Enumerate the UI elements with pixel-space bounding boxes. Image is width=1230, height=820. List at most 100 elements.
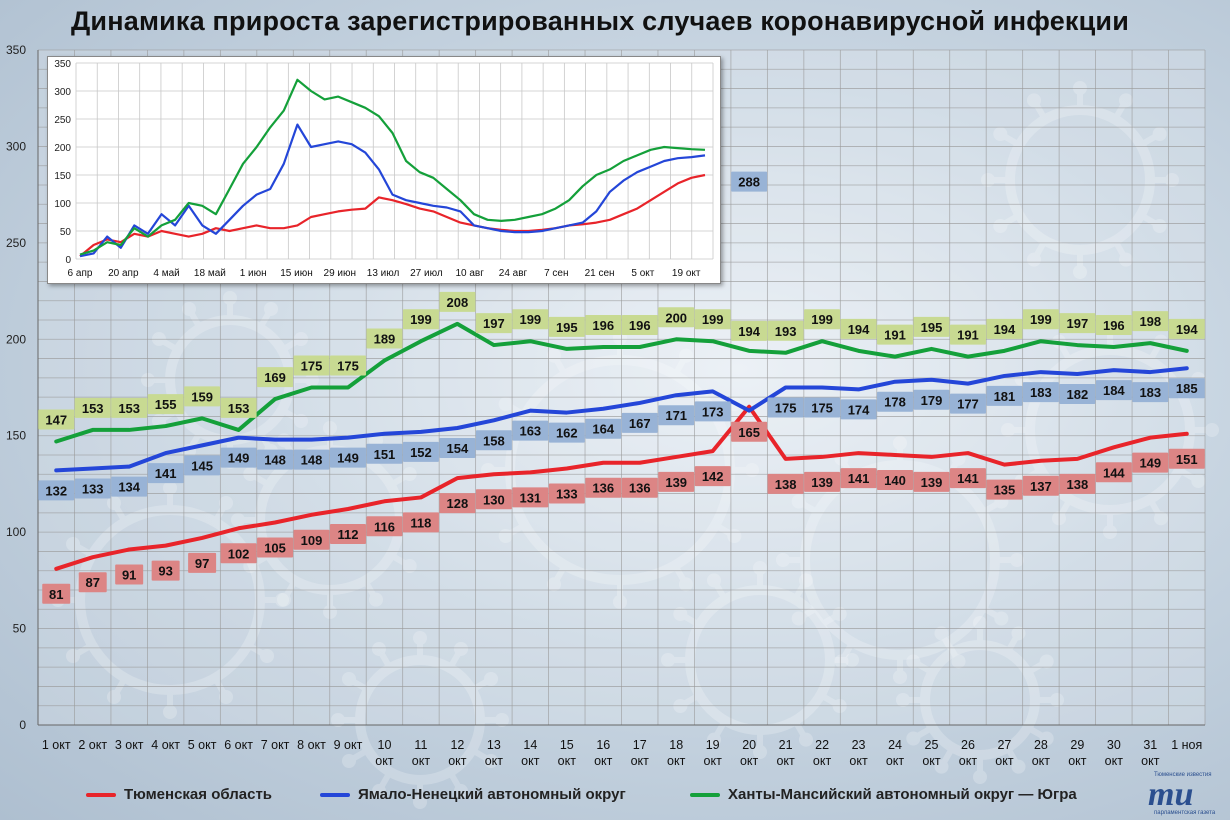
data-label-text: 182 bbox=[1067, 387, 1089, 402]
data-label-text: 194 bbox=[1176, 322, 1198, 337]
virus-spike-tip bbox=[369, 592, 383, 607]
data-label-bg bbox=[585, 477, 622, 498]
virus-spike-tip bbox=[1205, 423, 1219, 437]
data-label: 91 bbox=[115, 564, 144, 585]
virus-spike bbox=[980, 498, 1003, 516]
virus-spike-tip bbox=[707, 573, 721, 588]
data-label: 149 bbox=[220, 447, 257, 468]
virus-spike bbox=[389, 471, 412, 488]
virus-spike-tip bbox=[934, 626, 949, 641]
data-label-bg bbox=[767, 397, 804, 418]
data-label: 208 bbox=[439, 291, 476, 312]
virus-spike-tip bbox=[182, 301, 196, 316]
data-label-bg bbox=[658, 405, 695, 426]
data-label-text: 153 bbox=[228, 401, 250, 416]
inset-x-tick-label: 4 май bbox=[153, 268, 179, 279]
data-label-text: 141 bbox=[155, 466, 177, 481]
virus-spike bbox=[672, 563, 689, 586]
virus-spike-tip bbox=[264, 301, 278, 316]
virus-spike bbox=[376, 647, 393, 670]
data-label-text: 149 bbox=[1139, 456, 1161, 471]
data-label: 199 bbox=[1022, 309, 1059, 330]
virus-spike bbox=[678, 611, 701, 628]
data-label: 138 bbox=[1059, 473, 1096, 494]
virus-decoration bbox=[896, 616, 1064, 784]
data-label: 139 bbox=[913, 471, 950, 492]
virus-spike-tip bbox=[1011, 759, 1026, 774]
x-tick-label: окт bbox=[1105, 754, 1124, 768]
virus-spike bbox=[1026, 724, 1049, 742]
data-label-text: 178 bbox=[884, 395, 906, 410]
data-label-text: 196 bbox=[629, 318, 651, 333]
data-label-text: 137 bbox=[1030, 479, 1052, 494]
data-label: 118 bbox=[402, 512, 439, 533]
virus-spike-tip bbox=[834, 654, 849, 669]
virus-spike bbox=[1004, 746, 1022, 769]
data-label: 93 bbox=[151, 560, 180, 581]
virus-spike-tip bbox=[141, 373, 155, 387]
data-label-bg bbox=[1059, 384, 1096, 404]
virus-spike-tip bbox=[845, 653, 859, 667]
virus-spike bbox=[911, 724, 934, 742]
data-label-bg bbox=[840, 318, 877, 339]
x-tick-label: 9 окт bbox=[334, 738, 363, 752]
data-label: 178 bbox=[877, 391, 914, 412]
virus-spike-tip bbox=[277, 592, 291, 607]
x-tick-label: окт bbox=[704, 754, 723, 768]
data-label: 199 bbox=[402, 309, 439, 330]
data-label-bg bbox=[1059, 313, 1096, 334]
data-label-bg bbox=[293, 529, 330, 550]
x-tick-label: окт bbox=[667, 754, 686, 768]
data-label-bg bbox=[949, 468, 986, 489]
virus-spike-tip bbox=[107, 689, 121, 704]
data-label-text: 191 bbox=[884, 328, 906, 343]
x-tick-label: 2 окт bbox=[78, 738, 107, 752]
data-label-bg bbox=[1132, 311, 1169, 332]
data-label-text: 145 bbox=[191, 458, 213, 473]
virus-spike-tip bbox=[484, 754, 499, 768]
data-label: 133 bbox=[74, 478, 111, 499]
virus-spike bbox=[1031, 98, 1048, 121]
legend-label: Ямало-Ненецкий автономный округ bbox=[358, 786, 626, 803]
data-label: 175 bbox=[767, 397, 804, 418]
data-label-text: 194 bbox=[848, 322, 870, 337]
virus-body bbox=[355, 655, 485, 785]
virus-spike bbox=[819, 692, 842, 709]
virus-spike-tip bbox=[679, 348, 693, 363]
virus-spike bbox=[1112, 239, 1129, 262]
inset-x-tick-label: 20 апр bbox=[108, 268, 139, 279]
data-label-text: 195 bbox=[921, 320, 943, 335]
data-label-bg bbox=[949, 324, 986, 345]
data-label-bg bbox=[402, 512, 439, 533]
data-label: 149 bbox=[329, 447, 366, 468]
data-label-text: 91 bbox=[122, 568, 136, 583]
data-label-text: 144 bbox=[1103, 465, 1125, 480]
data-label-text: 199 bbox=[1030, 312, 1052, 327]
inset-x-tick-label: 27 июл bbox=[410, 268, 443, 279]
data-label: 141 bbox=[840, 468, 877, 489]
virus-spike-tip bbox=[753, 745, 767, 759]
data-label-bg bbox=[366, 443, 403, 464]
virus-spike-tip bbox=[1001, 423, 1015, 437]
data-label-text: 195 bbox=[556, 320, 578, 335]
logo-mark: mu bbox=[1148, 776, 1194, 813]
virus-decoration bbox=[981, 81, 1179, 279]
data-label-text: 171 bbox=[665, 408, 687, 423]
data-label-bg bbox=[731, 320, 768, 341]
data-label-text: 175 bbox=[337, 359, 359, 374]
virus-spike-tip bbox=[679, 577, 693, 592]
data-label-text: 151 bbox=[1176, 452, 1198, 467]
x-tick-label: окт bbox=[922, 754, 941, 768]
data-label-text: 128 bbox=[447, 496, 469, 511]
data-label: 141 bbox=[147, 463, 184, 484]
x-tick-label: окт bbox=[959, 754, 978, 768]
data-label-text: 139 bbox=[665, 475, 687, 490]
virus-spike-tip bbox=[791, 494, 806, 509]
x-tick-label: 5 окт bbox=[188, 738, 217, 752]
data-label-bg bbox=[74, 478, 111, 499]
data-label-bg bbox=[877, 391, 914, 412]
virus-spike-tip bbox=[973, 770, 987, 784]
logo-bottom-text: парламентская газета bbox=[1154, 810, 1216, 816]
data-label: 158 bbox=[475, 430, 512, 451]
data-label-text: 175 bbox=[811, 401, 833, 416]
